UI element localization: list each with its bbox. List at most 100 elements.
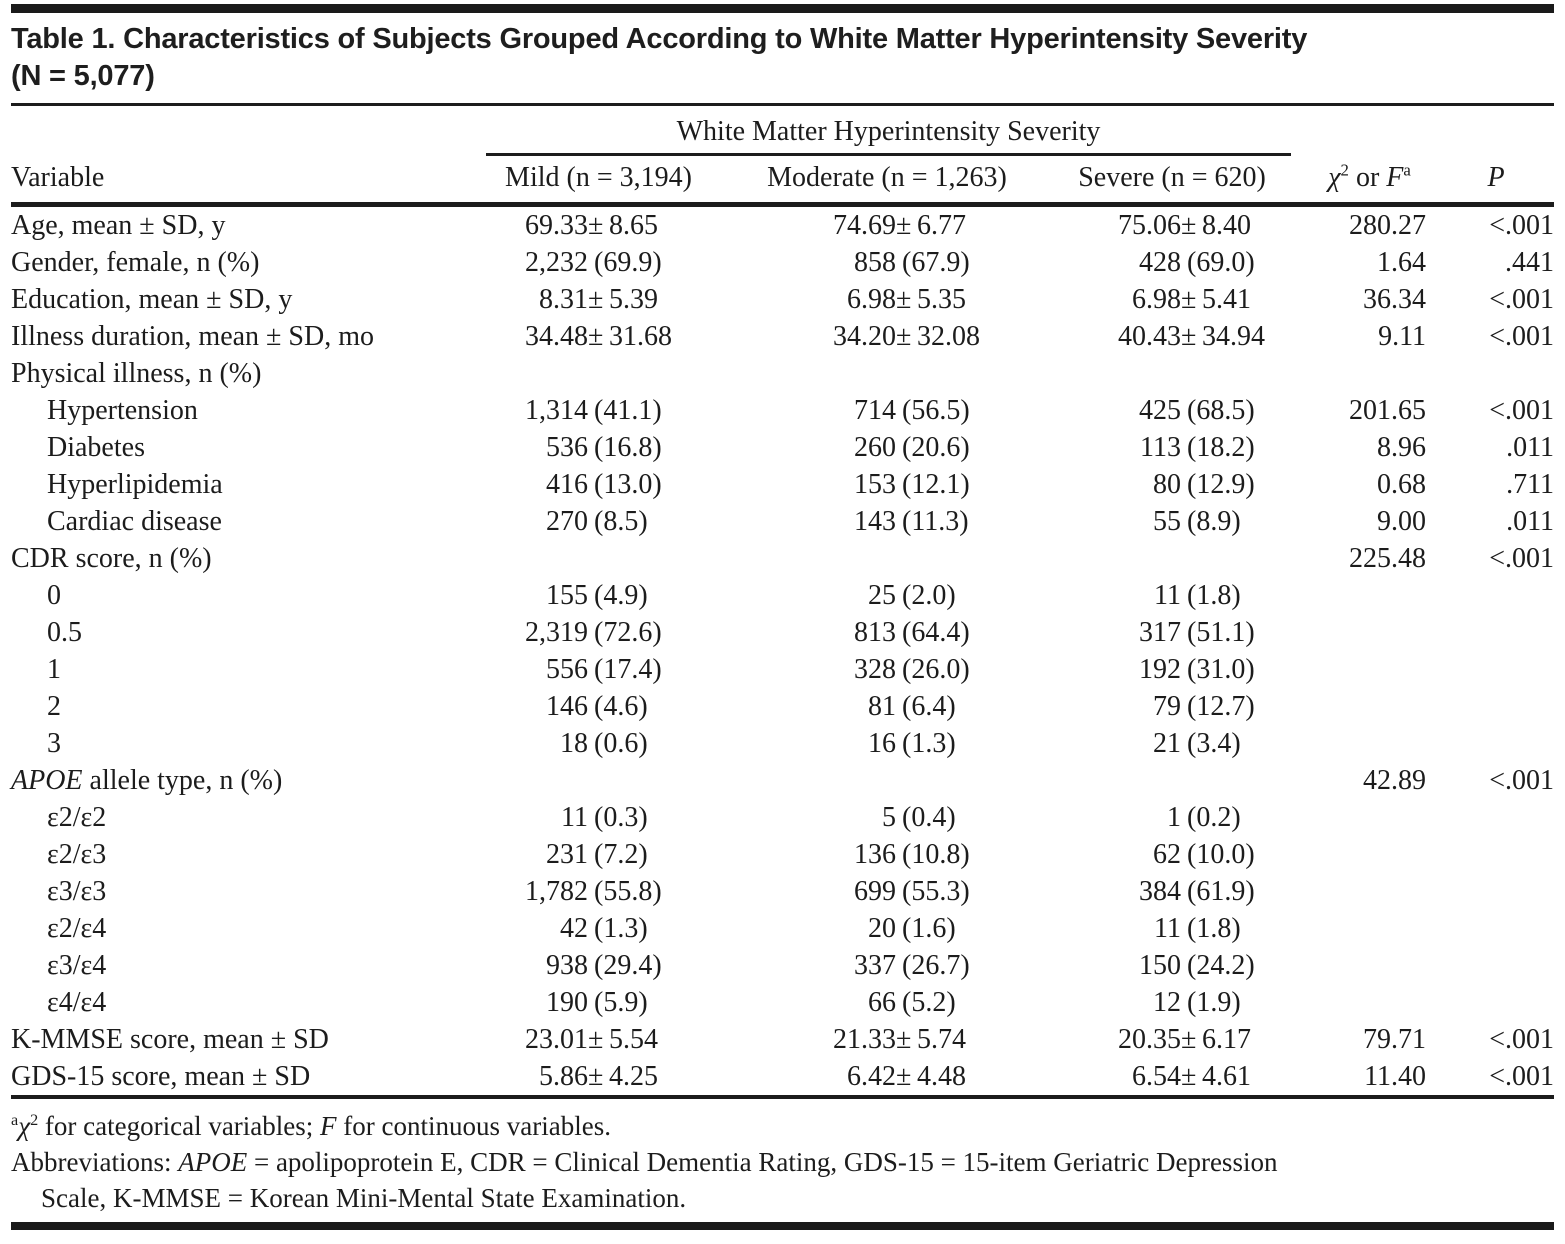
table-row: 2 146 (4.6) 81 (6.4) 79 (12.7) [11, 688, 1554, 725]
value-cell-p [1438, 614, 1554, 651]
value-cell-moderate: 16 (1.3) [868, 728, 956, 759]
value-cell-p: <.001 [1489, 321, 1555, 352]
value-cell-moderate: 81 (6.4) [868, 691, 956, 722]
value-cell-p [1438, 947, 1554, 984]
value-cell-statistic [1301, 873, 1438, 910]
value-cell-severe: 11 (1.8) [1154, 913, 1241, 944]
value-cell-severe: 75.06 ± 8.40 [1118, 210, 1251, 241]
value-cell-mild: 2,319 (72.6) [525, 617, 662, 648]
row-label: CDR score, n (%) [11, 543, 212, 574]
table-row: Education, mean ± SD, y 8.31 ± 5.39 6.98 ± 5… [11, 281, 1554, 318]
value-cell-statistic: 11.40 [1364, 1061, 1427, 1092]
value-cell-statistic: 36.34 [1363, 284, 1427, 315]
value-cell-statistic: 280.27 [1349, 210, 1427, 241]
value-cell-mild [466, 355, 731, 392]
value-cell-moderate: 6.42 ± 4.48 [847, 1061, 966, 1092]
value-cell-mild: 416 (13.0) [546, 469, 662, 500]
value-cell-severe [1043, 355, 1301, 392]
value-cell-moderate: 260 (20.6) [854, 432, 970, 463]
value-cell-moderate: 21.33 ± 5.74 [833, 1024, 966, 1055]
value-cell-p: <.001 [1489, 1024, 1555, 1055]
value-cell-statistic [1301, 355, 1438, 392]
spanner-row: White Matter Hyperintensity Severity [11, 105, 1554, 157]
row-label: Education, mean ± SD, y [11, 284, 293, 315]
value-cell-p: <.001 [1489, 543, 1555, 574]
value-cell-mild: 231 (7.2) [546, 839, 648, 870]
value-cell-mild: 270 (8.5) [546, 506, 648, 537]
value-cell-severe: 317 (51.1) [1139, 617, 1255, 648]
table-row: ε3/ε4 938 (29.4) 337 (26.7) 150 (24.2) [11, 947, 1554, 984]
spanner-cell: White Matter Hyperintensity Severity [466, 105, 1301, 156]
value-cell-p [1438, 688, 1554, 725]
row-label: Hyperlipidemia [47, 469, 223, 500]
value-cell-mild: 1,782 (55.8) [525, 876, 662, 907]
value-cell-severe: 55 (8.9) [1153, 506, 1241, 537]
value-cell-statistic: 79.71 [1363, 1024, 1427, 1055]
value-cell-statistic [1301, 651, 1438, 688]
row-label: 2 [47, 691, 61, 722]
table-row: Age, mean ± SD, y 69.33 ± 8.65 74.69 ± 6.77 7… [11, 205, 1554, 245]
value-cell-moderate [731, 355, 1043, 392]
value-cell-statistic: 8.96 [1377, 432, 1427, 463]
footnote-line: Scale, K-MMSE = Korean Mini-Mental State… [41, 1183, 687, 1213]
row-label: ε3/ε4 [47, 950, 107, 981]
value-cell-moderate: 5 (0.4) [882, 802, 956, 833]
value-cell-severe: 62 (10.0) [1153, 839, 1255, 870]
table-row: Gender, female, n (%) 2,232 (69.9) 858 (67.9… [11, 244, 1554, 281]
value-cell-statistic: 201.65 [1349, 395, 1427, 426]
value-cell-severe: 384 (61.9) [1139, 876, 1255, 907]
table-row: CDR score, n (%) 225.48 <.001 [11, 540, 1554, 577]
value-cell-p [1438, 577, 1554, 614]
value-cell-statistic [1301, 910, 1438, 947]
value-cell-moderate: 20 (1.6) [868, 913, 956, 944]
value-cell-moderate: 699 (55.3) [854, 876, 970, 907]
value-cell-mild: 69.33 ± 8.65 [525, 210, 658, 241]
value-cell-p: .441 [1505, 247, 1555, 278]
value-cell-mild: 155 (4.9) [546, 580, 648, 611]
value-cell-moderate [731, 762, 1043, 799]
spanner-spacer [1301, 105, 1554, 157]
value-cell-p [1438, 725, 1554, 762]
table-header: White Matter Hyperintensity Severity Var… [11, 105, 1555, 207]
paper-table-figure: Table 1. Characteristics of Subjects Gro… [0, 4, 1565, 1230]
value-cell-moderate: 143 (11.3) [854, 506, 969, 537]
value-cell-moderate [731, 540, 1043, 577]
row-label: ε2/ε2 [47, 802, 107, 833]
value-cell-moderate: 66 (5.2) [868, 987, 956, 1018]
value-cell-severe: 79 (12.7) [1153, 691, 1255, 722]
column-header-moderate: Moderate (n = 1,263) [731, 156, 1043, 207]
value-cell-p: <.001 [1489, 765, 1555, 796]
value-cell-severe [1043, 762, 1301, 799]
row-label: ε2/ε3 [47, 839, 107, 870]
value-cell-severe: 40.43 ± 34.94 [1118, 321, 1265, 352]
row-label: Gender, female, n (%) [11, 247, 260, 278]
value-cell-mild: 18 (0.6) [560, 728, 648, 759]
value-cell-moderate: 74.69 ± 6.77 [833, 210, 966, 241]
value-cell-p [1438, 984, 1554, 1021]
table-row: 0.5 2,319 (72.6) 813 (64.4) 317 (51.1) [11, 614, 1554, 651]
column-group-header: White Matter Hyperintensity Severity [486, 115, 1292, 156]
row-label: K-MMSE score, mean ± SD [11, 1024, 329, 1055]
table-title-line1: Table 1. Characteristics of Subjects Gro… [11, 23, 1308, 55]
table-row: Physical illness, n (%) [11, 355, 1554, 392]
value-cell-statistic: 9.00 [1377, 506, 1427, 537]
table-row: APOE allele type, n (%) 42.89 <.001 [11, 762, 1554, 799]
value-cell-p [1438, 355, 1554, 392]
value-cell-p [1438, 651, 1554, 688]
row-label: 0.5 [47, 617, 82, 648]
footnotes: aχ2 for categorical variables; F for con… [11, 1108, 1554, 1216]
row-label: ε3/ε3 [47, 876, 107, 907]
table-row: ε4/ε4 190 (5.9) 66 (5.2) 12 (1.9) [11, 984, 1554, 1021]
value-cell-mild: 190 (5.9) [546, 987, 648, 1018]
value-cell-p [1438, 873, 1554, 910]
table-row: GDS-15 score, mean ± SD 5.86 ± 4.25 6.42 ± 4… [11, 1058, 1554, 1097]
value-cell-p: .011 [1506, 432, 1555, 463]
value-cell-mild: 5.86 ± 4.25 [539, 1061, 658, 1092]
value-cell-mild: 1,314 (41.1) [525, 395, 662, 426]
value-cell-moderate: 328 (26.0) [854, 654, 970, 685]
value-cell-p: <.001 [1489, 210, 1555, 241]
value-cell-severe: 12 (1.9) [1153, 987, 1241, 1018]
value-cell-p [1438, 910, 1554, 947]
value-cell-mild: 2,232 (69.9) [525, 247, 662, 278]
table-row: Hyperlipidemia 416 (13.0) 153 (12.1) 80 (12.9)… [11, 466, 1554, 503]
